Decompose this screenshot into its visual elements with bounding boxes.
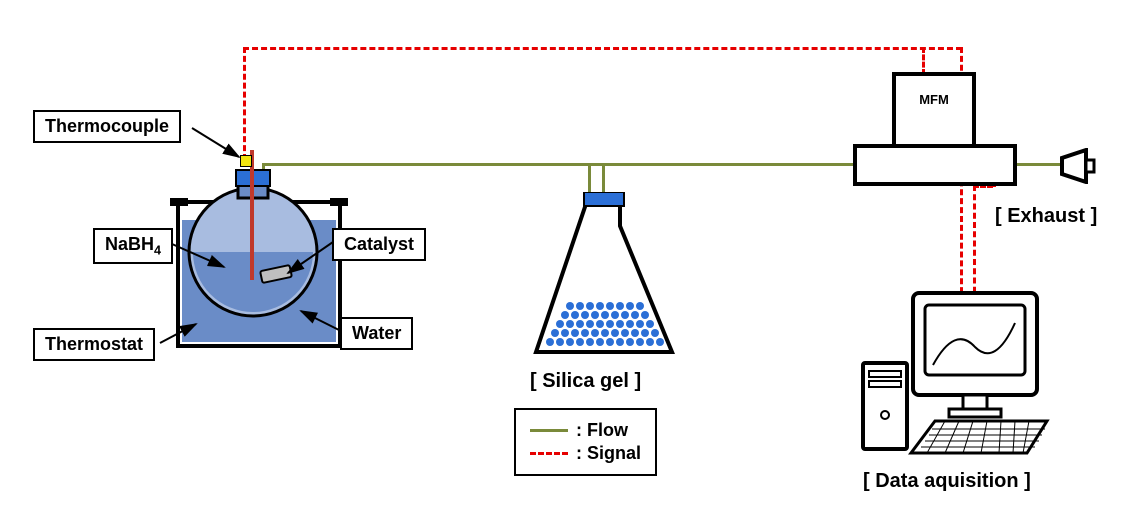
legend-signal-row: : Signal (530, 443, 641, 464)
label-exhaust: [ Exhaust ] (995, 205, 1097, 228)
label-catalyst: Catalyst (332, 228, 426, 261)
label-thermostat: Thermostat (33, 328, 155, 361)
label-silica: [ Silica gel ] (530, 370, 641, 393)
legend: : Flow : Signal (514, 408, 657, 476)
label-thermocouple: Thermocouple (33, 110, 181, 143)
label-nabh4: NaBH4 (93, 228, 173, 264)
legend-flow-swatch (530, 429, 568, 432)
legend-flow-row: : Flow (530, 420, 641, 441)
legend-signal-label: : Signal (576, 443, 641, 464)
label-daq: [ Data aquisition ] (863, 470, 1031, 493)
legend-flow-label: : Flow (576, 420, 628, 441)
legend-signal-swatch (530, 452, 568, 455)
label-water: Water (340, 317, 413, 350)
